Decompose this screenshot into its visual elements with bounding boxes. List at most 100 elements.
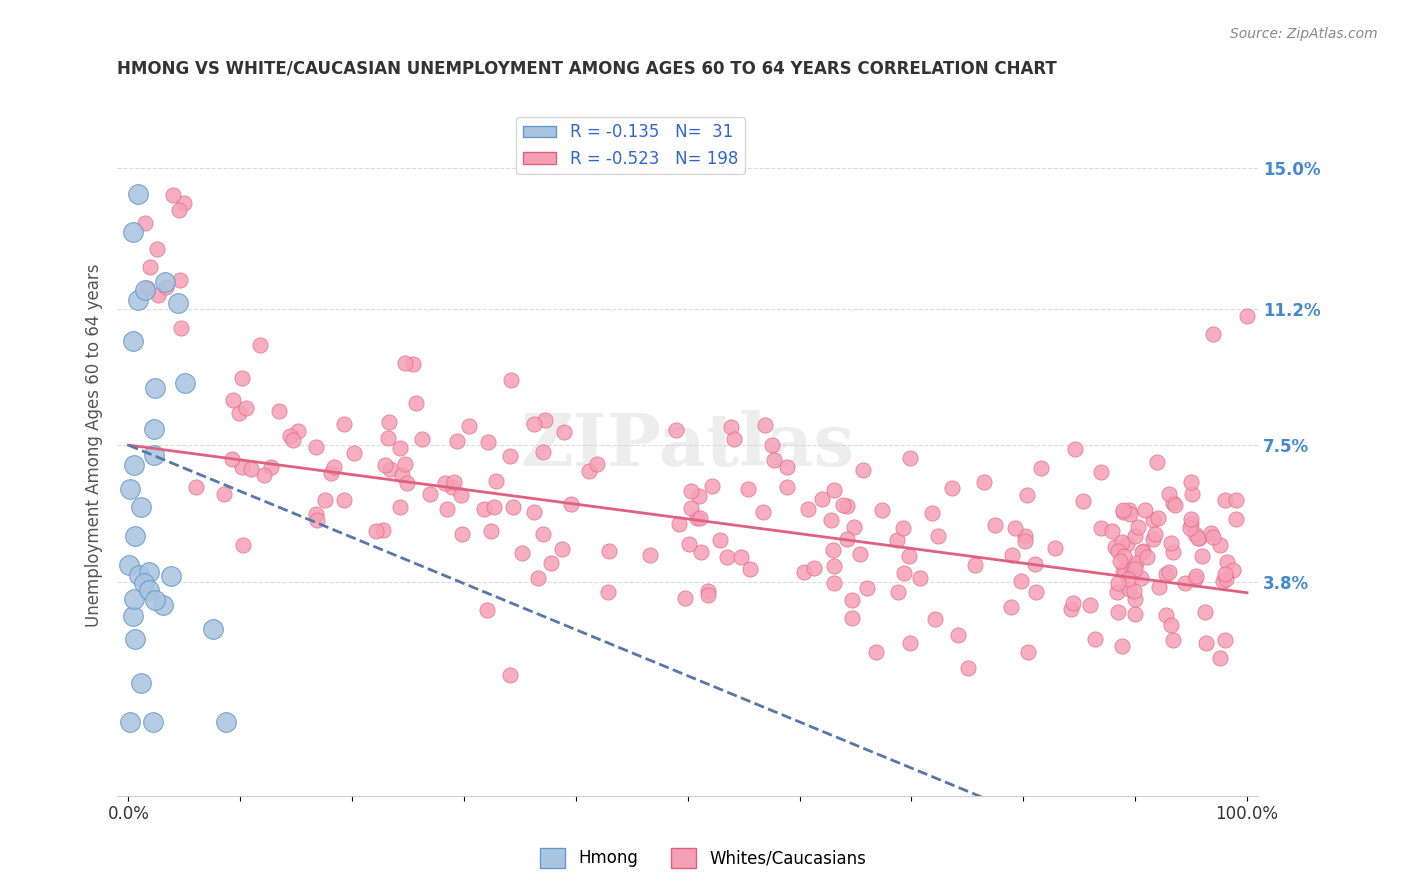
Point [129, 500, 152, 514]
Legend: R = -0.135   N=  31, R = -0.523   N= 198: R = -0.135 N= 31, R = -0.523 N= 198 [516, 117, 745, 175]
Point [776, 480, 799, 494]
Point [1202, 530, 1225, 544]
Point [1090, 521, 1112, 535]
Point [451, 527, 474, 541]
Point [956, 661, 979, 675]
Point [534, 413, 557, 427]
Point [212, 487, 235, 501]
Point [1014, 533, 1036, 548]
Point [761, 438, 783, 452]
Point [127, 186, 149, 201]
Point [1181, 486, 1204, 500]
Point [221, 452, 243, 467]
Point [673, 591, 696, 605]
Point [394, 457, 416, 471]
Point [1025, 584, 1047, 599]
Point [1107, 605, 1129, 619]
Point [142, 421, 165, 435]
Point [523, 417, 546, 431]
Point [124, 632, 146, 646]
Point [305, 440, 328, 454]
Point [402, 357, 425, 371]
Point [167, 202, 190, 217]
Point [231, 460, 253, 475]
Point [501, 373, 523, 387]
Point [499, 449, 522, 463]
Point [122, 458, 145, 472]
Point [927, 529, 949, 543]
Point [201, 622, 224, 636]
Point [1178, 521, 1201, 535]
Point [169, 273, 191, 287]
Point [1122, 583, 1144, 598]
Point [893, 566, 915, 581]
Point [1118, 503, 1140, 517]
Point [222, 393, 245, 408]
Point [377, 431, 399, 445]
Point [1015, 488, 1038, 502]
Point [1104, 540, 1126, 554]
Point [145, 243, 167, 257]
Point [668, 516, 690, 531]
Point [852, 463, 875, 477]
Point [598, 544, 620, 558]
Point [1123, 558, 1146, 573]
Point [841, 611, 863, 625]
Point [319, 466, 342, 480]
Point [898, 549, 921, 563]
Point [215, 714, 238, 729]
Point [1059, 602, 1081, 616]
Point [512, 546, 534, 560]
Point [477, 434, 499, 449]
Point [479, 524, 502, 539]
Point [1163, 496, 1185, 510]
Point [143, 448, 166, 462]
Point [1112, 564, 1135, 578]
Point [688, 489, 710, 503]
Point [131, 675, 153, 690]
Point [1010, 574, 1032, 589]
Point [1063, 442, 1085, 456]
Point [1090, 465, 1112, 479]
Point [121, 226, 143, 240]
Point [138, 582, 160, 597]
Point [1236, 309, 1258, 323]
Point [1121, 558, 1143, 572]
Point [1101, 524, 1123, 538]
Point [389, 442, 412, 456]
Point [678, 537, 700, 551]
Point [811, 491, 834, 506]
Point [1024, 557, 1046, 571]
Point [1187, 531, 1209, 545]
Point [122, 334, 145, 348]
Point [1156, 607, 1178, 622]
Point [1123, 607, 1146, 621]
Point [1123, 529, 1146, 543]
Point [1111, 534, 1133, 549]
Point [134, 216, 156, 230]
Point [458, 418, 481, 433]
Point [1194, 605, 1216, 619]
Point [371, 523, 394, 537]
Point [134, 575, 156, 590]
Point [235, 401, 257, 415]
Point [443, 475, 465, 489]
Point [485, 474, 508, 488]
Point [921, 506, 943, 520]
Point [232, 538, 254, 552]
Point [531, 527, 554, 541]
Point [1209, 650, 1232, 665]
Point [803, 560, 825, 574]
Point [1180, 512, 1202, 526]
Point [560, 498, 582, 512]
Point [124, 529, 146, 543]
Point [314, 493, 336, 508]
Point [553, 425, 575, 439]
Point [720, 420, 742, 434]
Point [1114, 566, 1136, 580]
Point [586, 457, 609, 471]
Point [502, 500, 524, 515]
Point [1184, 572, 1206, 586]
Point [1130, 545, 1153, 559]
Point [305, 507, 328, 521]
